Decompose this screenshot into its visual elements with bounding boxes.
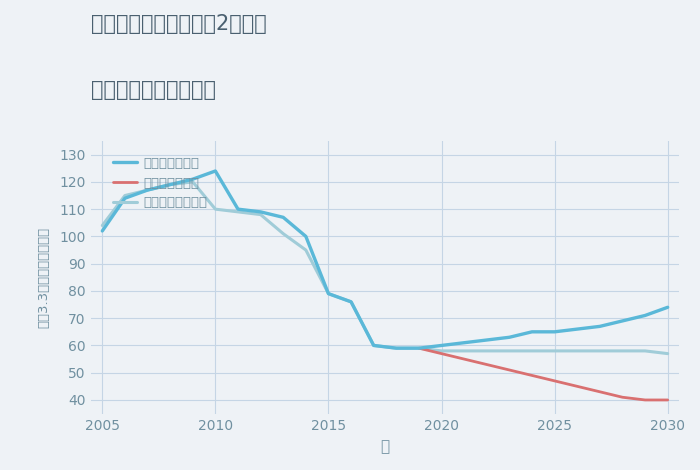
グッドシナリオ bbox=[211, 168, 220, 174]
ノーマルシナリオ bbox=[188, 179, 197, 185]
Text: 中古戸建ての価格推移: 中古戸建ての価格推移 bbox=[91, 80, 216, 100]
グッドシナリオ bbox=[370, 343, 378, 348]
Line: ノーマルシナリオ: ノーマルシナリオ bbox=[102, 182, 668, 353]
ノーマルシナリオ bbox=[370, 343, 378, 348]
グッドシナリオ bbox=[234, 206, 242, 212]
グッドシナリオ bbox=[144, 187, 152, 193]
X-axis label: 年: 年 bbox=[380, 439, 390, 454]
グッドシナリオ bbox=[664, 305, 672, 310]
バッドシナリオ bbox=[528, 373, 536, 378]
バッドシナリオ bbox=[414, 345, 423, 351]
グッドシナリオ bbox=[641, 313, 650, 318]
グッドシナリオ bbox=[256, 209, 265, 215]
ノーマルシナリオ bbox=[460, 348, 468, 354]
ノーマルシナリオ bbox=[392, 345, 400, 351]
ノーマルシナリオ bbox=[347, 299, 356, 305]
グッドシナリオ bbox=[482, 337, 491, 343]
グッドシナリオ bbox=[460, 340, 468, 345]
ノーマルシナリオ bbox=[234, 209, 242, 215]
ノーマルシナリオ bbox=[256, 212, 265, 218]
ノーマルシナリオ bbox=[550, 348, 559, 354]
ノーマルシナリオ bbox=[618, 348, 626, 354]
グッドシナリオ bbox=[573, 326, 582, 332]
ノーマルシナリオ bbox=[166, 182, 174, 188]
ノーマルシナリオ bbox=[438, 348, 446, 354]
ノーマルシナリオ bbox=[324, 291, 332, 297]
ノーマルシナリオ bbox=[482, 348, 491, 354]
ノーマルシナリオ bbox=[279, 231, 288, 236]
バッドシナリオ bbox=[550, 378, 559, 384]
Legend: グッドシナリオ, バッドシナリオ, ノーマルシナリオ: グッドシナリオ, バッドシナリオ, ノーマルシナリオ bbox=[109, 153, 211, 213]
グッドシナリオ bbox=[505, 335, 514, 340]
グッドシナリオ bbox=[438, 343, 446, 348]
ノーマルシナリオ bbox=[573, 348, 582, 354]
グッドシナリオ bbox=[120, 196, 129, 201]
ノーマルシナリオ bbox=[641, 348, 650, 354]
グッドシナリオ bbox=[618, 318, 626, 324]
ノーマルシナリオ bbox=[144, 187, 152, 193]
Y-axis label: 坪（3.3㎡）単価（万円）: 坪（3.3㎡）単価（万円） bbox=[38, 227, 50, 328]
バッドシナリオ bbox=[573, 384, 582, 389]
ノーマルシナリオ bbox=[211, 206, 220, 212]
Line: バッドシナリオ: バッドシナリオ bbox=[419, 348, 668, 400]
グッドシナリオ bbox=[414, 345, 423, 351]
ノーマルシナリオ bbox=[302, 247, 310, 253]
グッドシナリオ bbox=[302, 234, 310, 239]
グッドシナリオ bbox=[166, 182, 174, 188]
グッドシナリオ bbox=[392, 345, 400, 351]
バッドシナリオ bbox=[596, 389, 604, 395]
グッドシナリオ bbox=[347, 299, 356, 305]
ノーマルシナリオ bbox=[505, 348, 514, 354]
バッドシナリオ bbox=[505, 367, 514, 373]
Text: 三重県名張市桔梗が丘2番町の: 三重県名張市桔梗が丘2番町の bbox=[91, 14, 267, 34]
グッドシナリオ bbox=[596, 323, 604, 329]
ノーマルシナリオ bbox=[664, 351, 672, 356]
グッドシナリオ bbox=[188, 176, 197, 182]
バッドシナリオ bbox=[438, 351, 446, 356]
バッドシナリオ bbox=[664, 397, 672, 403]
グッドシナリオ bbox=[324, 291, 332, 297]
バッドシナリオ bbox=[482, 362, 491, 368]
ノーマルシナリオ bbox=[98, 223, 106, 228]
バッドシナリオ bbox=[618, 394, 626, 400]
グッドシナリオ bbox=[279, 214, 288, 220]
Line: グッドシナリオ: グッドシナリオ bbox=[102, 171, 668, 348]
ノーマルシナリオ bbox=[414, 345, 423, 351]
バッドシナリオ bbox=[460, 356, 468, 362]
ノーマルシナリオ bbox=[596, 348, 604, 354]
ノーマルシナリオ bbox=[120, 193, 129, 198]
グッドシナリオ bbox=[98, 228, 106, 234]
グッドシナリオ bbox=[550, 329, 559, 335]
バッドシナリオ bbox=[641, 397, 650, 403]
グッドシナリオ bbox=[528, 329, 536, 335]
ノーマルシナリオ bbox=[528, 348, 536, 354]
